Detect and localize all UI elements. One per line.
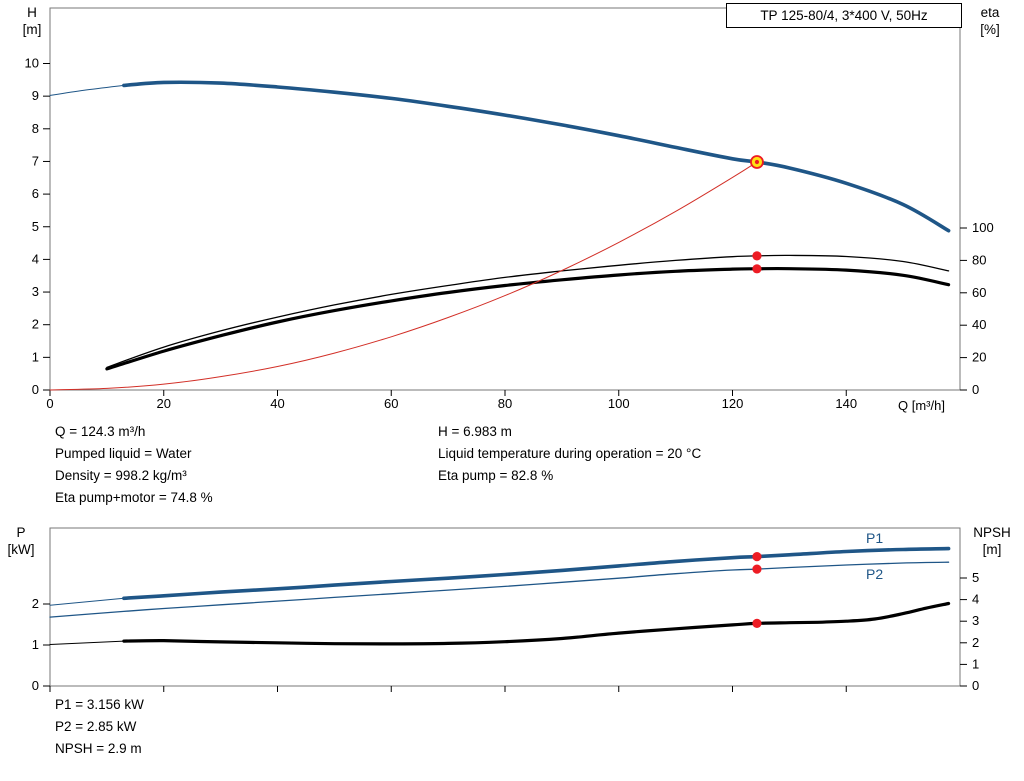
x-tick-label: 60 (384, 396, 398, 411)
eta-pump-motor-point (752, 264, 762, 274)
y-tick-left-label: 7 (32, 153, 39, 168)
plot-border (49, 7, 961, 391)
npsh-curve (122, 601, 951, 646)
y-tick-left-label: 3 (32, 284, 39, 299)
y-tick-right-label: 80 (972, 252, 986, 267)
y-tick-left-label: 4 (32, 251, 39, 266)
flow-axis-label: Q [m³/h] (898, 398, 945, 413)
readout-eta-pump: Eta pump = 82.8 % (438, 468, 554, 483)
readout-head: H = 6.983 m (438, 424, 512, 439)
y-tick-right-label: 0 (972, 382, 979, 397)
y-tick-right-label: 1 (972, 656, 979, 671)
x-tick-label: 100 (608, 396, 630, 411)
y-tick-left-label: 5 (32, 219, 39, 234)
p2-curve-label: P2 (866, 566, 884, 582)
power-chart: 0 1 2 0 1 2 3 4 5 (32, 527, 979, 693)
pump-curve-leadin (49, 84, 125, 96)
y-tick-left-label: 0 (32, 382, 39, 397)
npsh-point (752, 618, 762, 628)
system-curve (49, 161, 758, 391)
y-tick-right-label: 2 (972, 635, 979, 650)
y-tick-left-label: 8 (32, 121, 39, 136)
p1-point (752, 552, 762, 562)
head-axis-label: H [m] (14, 4, 50, 38)
p1-curve-label: P1 (866, 530, 884, 546)
pump-curve (122, 80, 951, 233)
y-tick-left-label: 6 (32, 186, 39, 201)
readout-eta-pump-motor: Eta pump+motor = 74.8 % (55, 490, 213, 505)
eta-axis-label-line1: eta (980, 5, 1000, 20)
x-tick-label: 80 (498, 396, 512, 411)
eta-axis-label: eta [%] (968, 4, 1012, 38)
y-tick-right-label: 60 (972, 285, 986, 300)
p1-curve-leadin (49, 597, 125, 606)
x-tick-label: 140 (835, 396, 857, 411)
y-tick-right-label: 40 (972, 317, 986, 332)
y-tick-left-label: 1 (32, 637, 39, 652)
head-chart: 0 20 40 60 80 100 120 1400123456789100204060801… (25, 7, 994, 411)
head-axis-label-line2: [m] (22, 22, 42, 37)
x-tick-label: 120 (722, 396, 744, 411)
power-axis-label: P [kW] (0, 524, 42, 558)
npsh-axis-label-line2: [m] (982, 542, 1002, 557)
readout-density: Density = 998.2 kg/m³ (55, 468, 187, 483)
readout-liquid-temp: Liquid temperature during operation = 20… (438, 446, 702, 461)
y-tick-left-label: 2 (32, 317, 39, 332)
eta-axis-label-line2: [%] (980, 22, 1000, 37)
y-tick-left-label: 0 (32, 678, 39, 693)
npsh-axis-label-line1: NPSH (973, 525, 1011, 540)
y-tick-right-label: 3 (972, 613, 979, 628)
y-tick-left-label: 10 (25, 56, 39, 71)
npsh-axis-label: NPSH [m] (964, 524, 1020, 558)
x-tick-label: 0 (46, 396, 53, 411)
head-axis-label-line1: H (27, 5, 37, 20)
eta-pump-point (752, 251, 762, 261)
y-tick-left-label: 2 (32, 596, 39, 611)
y-tick-right-label: 20 (972, 350, 986, 365)
y-tick-right-label: 0 (972, 678, 979, 693)
p2-curve (49, 561, 950, 618)
power-axis-label-line1: P (16, 525, 26, 540)
duty-point-center (754, 159, 760, 165)
y-tick-right-label: 100 (972, 220, 994, 235)
y-tick-left-label: 1 (32, 349, 39, 364)
readout-pumped-liquid: Pumped liquid = Water (55, 446, 192, 461)
y-tick-left-label: 9 (32, 88, 39, 103)
eta-pump-motor-curve (105, 266, 951, 371)
x-tick-label: 40 (270, 396, 284, 411)
p2-point (752, 564, 762, 574)
eta-pump-curve (106, 254, 950, 368)
y-tick-right-label: 5 (972, 570, 979, 585)
npsh-curve-leadin (49, 640, 125, 645)
y-tick-right-label: 4 (972, 592, 979, 607)
pump-model-title: TP 125-80/4, 3*400 V, 50Hz (726, 3, 962, 28)
p1-curve (122, 546, 951, 601)
readout-npsh: NPSH = 2.9 m (55, 741, 142, 756)
readout-flow: Q = 124.3 m³/h (55, 424, 146, 439)
readout-p1: P1 = 3.156 kW (55, 697, 144, 712)
x-tick-label: 20 (157, 396, 171, 411)
readout-p2: P2 = 2.85 kW (55, 719, 137, 734)
power-axis-label-line2: [kW] (7, 542, 35, 557)
